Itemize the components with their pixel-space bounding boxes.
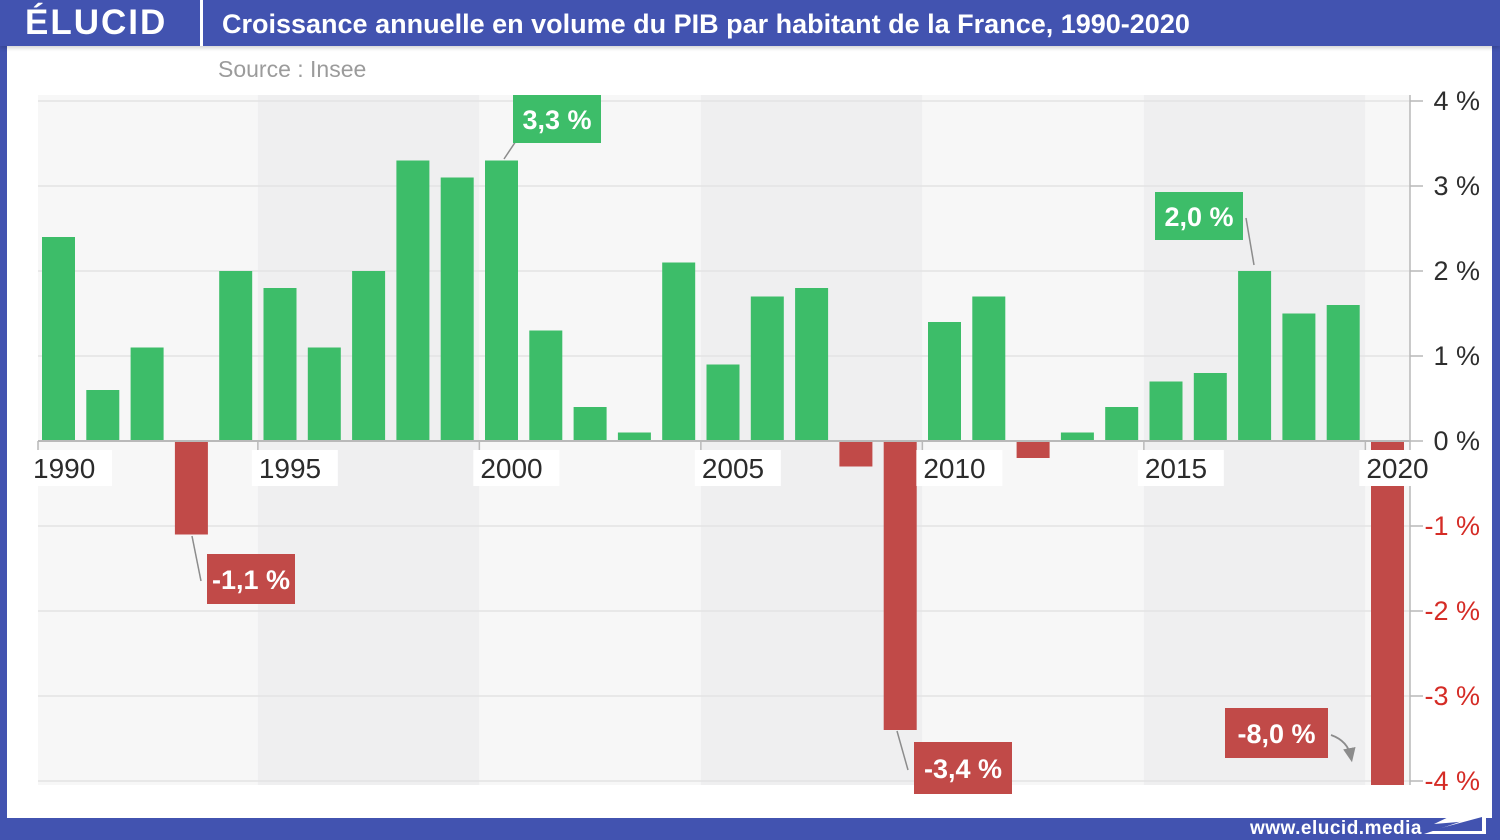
x-year-label: 2020 [1366,453,1428,484]
annotation-box [513,95,601,143]
annotations: 3,3 % -1,1 % -3,4 % 2,0 % -8,0 % [191,95,1356,794]
x-year-label: 2000 [480,453,542,484]
frame-right-border [1492,0,1500,840]
bar-2003 [617,432,651,441]
y-tick-label: -3 % [1424,681,1480,711]
bar-2006 [750,296,784,441]
bar-2016 [1193,373,1227,441]
x-year-chip [1359,450,1446,486]
x-year-label: 1995 [259,453,321,484]
y-tick-label: 1 % [1433,341,1480,371]
bar-2020 [1371,441,1404,785]
bar-2018 [1282,313,1316,441]
x-year-chip [26,450,112,486]
bar-2015 [1149,381,1183,441]
bar-2004 [662,262,696,441]
bar-2019 [1326,305,1360,441]
bar-2011 [972,296,1006,441]
annotation-label: -8,0 % [1237,719,1315,749]
x-year-chip [916,450,1003,486]
bar-1992 [130,347,164,441]
x-year-label: 2010 [923,453,985,484]
bar-2017 [1238,271,1272,441]
annotation-connector [503,140,517,160]
bar-2005 [706,364,740,441]
x-year-chip [251,450,338,486]
annotation-box [1155,192,1243,240]
bars [42,160,1404,785]
bar-1990 [42,237,75,441]
y-tick-label: 0 % [1433,426,1480,456]
page-title: Croissance annuelle en volume du PIB par… [222,9,1190,39]
bar-1996 [307,347,341,441]
bar-1997 [352,271,386,441]
annotation-box [207,554,295,604]
annotation-connector [191,535,202,582]
bar-1994 [219,271,253,441]
y-tick-label: -2 % [1424,596,1480,626]
header-divider [200,0,203,46]
bar-2010 [928,322,961,441]
gridlines [38,100,1410,782]
bar-1995 [263,288,297,441]
y-tick-label: 4 % [1433,86,1480,116]
annotation-arrow [1330,734,1356,763]
annotation-label: 2,0 % [1164,202,1233,232]
bar-2009 [883,441,917,730]
x-year-label: 2015 [1145,453,1207,484]
y-tick-label: 2 % [1433,256,1480,286]
bar-2013 [1060,432,1094,441]
footer-url: www.elucid.media [1249,818,1422,839]
y-tick-label: -4 % [1424,766,1480,796]
footer-bar [0,818,1500,840]
annotation-label: 3,3 % [522,105,591,135]
bar-1991 [86,390,120,441]
bar-2002 [573,407,607,441]
bar-1998 [396,160,430,441]
bar-2012 [1016,441,1050,458]
annotation-label: -1,1 % [212,565,290,595]
annotation-box [914,742,1012,794]
annotation-box [1225,708,1328,758]
x-year-labels: 1990 1995 2000 2005 2010 2015 2020 [26,450,1446,486]
annotation-connector [1245,217,1255,266]
bar-2001 [529,330,563,441]
frame-left-border [0,0,7,840]
x-year-chip [694,450,781,486]
bar-2014 [1105,407,1139,441]
x-year-label: 2005 [702,453,764,484]
y-tick-label: -1 % [1424,511,1480,541]
bar-2000 [485,160,518,441]
annotation-label: -3,4 % [924,754,1002,784]
x-year-chip [1137,450,1224,486]
bar-1993 [174,441,208,535]
y-tick-labels: -4 % -3 % -2 % -1 % 0 % 1 % 2 % 3 % 4 % [1424,86,1480,796]
x-year-label: 1990 [33,453,95,484]
bar-1999 [440,177,474,441]
source-label: Source : Insee [218,56,367,82]
footer-logo-icon [1424,801,1486,834]
annotation-connector [896,730,909,771]
x-year-chip [473,450,560,486]
header-bar: ÉLUCID Croissance annuelle en volume du … [0,0,1500,46]
brand-logo: ÉLUCID [25,3,168,42]
bar-2008 [839,441,873,467]
y-tick-label: 3 % [1433,171,1480,201]
bar-2007 [795,288,829,441]
